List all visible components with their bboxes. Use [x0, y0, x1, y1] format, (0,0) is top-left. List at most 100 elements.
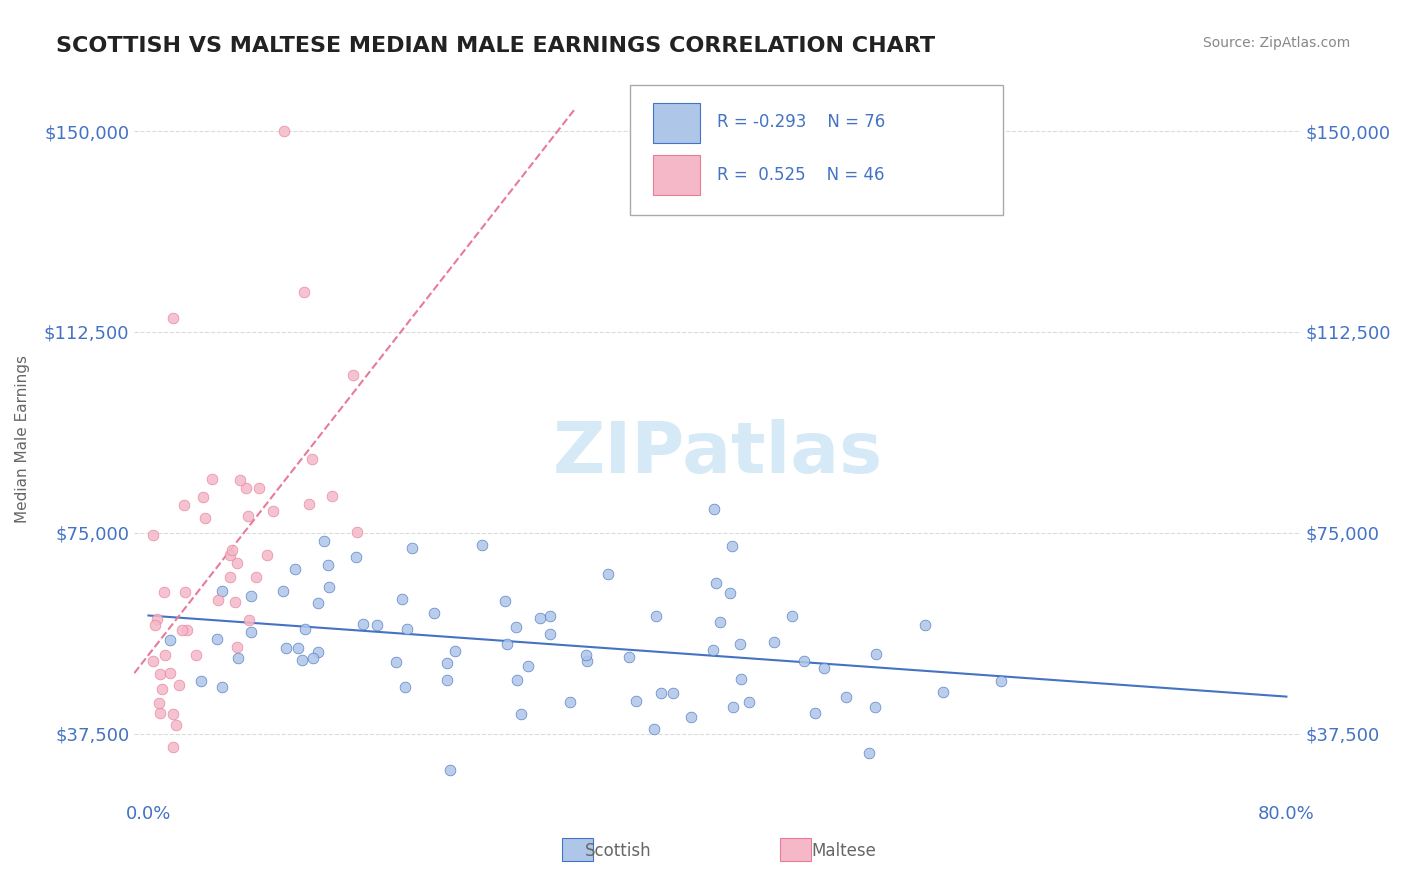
- Point: [865, 647, 887, 661]
- Point: [221, 542, 243, 557]
- Point: [540, 608, 562, 623]
- Point: [723, 700, 745, 714]
- Point: [162, 311, 184, 326]
- Point: [211, 583, 233, 598]
- Point: [228, 650, 250, 665]
- Text: Source: ZipAtlas.com: Source: ZipAtlas.com: [1202, 36, 1350, 50]
- Point: [702, 643, 724, 657]
- Point: [738, 695, 761, 709]
- Point: [274, 641, 297, 656]
- Point: [793, 654, 815, 668]
- Point: [211, 680, 233, 694]
- Point: [703, 502, 725, 516]
- Text: ZIPatlas: ZIPatlas: [553, 419, 883, 488]
- Point: [287, 640, 309, 655]
- Point: [219, 570, 242, 584]
- Point: [763, 635, 786, 649]
- Point: [316, 558, 339, 572]
- Point: [436, 656, 458, 670]
- Point: [297, 498, 319, 512]
- Point: [385, 655, 408, 669]
- Point: [153, 648, 176, 662]
- Point: [505, 619, 527, 633]
- Point: [238, 613, 260, 627]
- Point: [245, 570, 267, 584]
- Point: [624, 694, 647, 708]
- Text: SCOTTISH VS MALTESE MEDIAN MALE EARNINGS CORRELATION CHART: SCOTTISH VS MALTESE MEDIAN MALE EARNINGS…: [56, 36, 935, 55]
- Point: [240, 624, 263, 639]
- Point: [229, 473, 252, 487]
- Point: [401, 541, 423, 555]
- Point: [292, 285, 315, 299]
- Point: [262, 504, 284, 518]
- Point: [159, 633, 181, 648]
- Point: [681, 710, 703, 724]
- Point: [291, 653, 314, 667]
- Point: [780, 609, 803, 624]
- Point: [344, 550, 367, 565]
- Point: [194, 511, 217, 525]
- Point: [863, 700, 886, 714]
- Point: [307, 596, 329, 610]
- Point: [186, 648, 208, 662]
- Point: [558, 694, 581, 708]
- Point: [176, 624, 198, 638]
- Point: [225, 640, 247, 654]
- Text: R =  0.525    N = 46: R = 0.525 N = 46: [717, 166, 884, 184]
- Point: [391, 592, 413, 607]
- Point: [167, 678, 190, 692]
- Bar: [654, 103, 700, 143]
- Bar: [562, 838, 593, 861]
- Text: Maltese: Maltese: [811, 842, 876, 860]
- Point: [914, 618, 936, 632]
- Point: [529, 611, 551, 625]
- Point: [394, 680, 416, 694]
- Point: [142, 654, 165, 668]
- Point: [645, 609, 668, 624]
- Bar: [654, 155, 700, 194]
- Point: [162, 740, 184, 755]
- Point: [835, 690, 858, 705]
- Point: [162, 706, 184, 721]
- Point: [516, 658, 538, 673]
- Point: [804, 706, 827, 720]
- Point: [153, 585, 176, 599]
- Point: [728, 637, 751, 651]
- Point: [575, 648, 598, 662]
- Point: [302, 651, 325, 665]
- Point: [165, 718, 187, 732]
- Point: [342, 368, 364, 383]
- Point: [721, 540, 744, 554]
- Point: [284, 562, 307, 576]
- Point: [321, 489, 343, 503]
- Point: [273, 583, 295, 598]
- Point: [709, 615, 731, 629]
- Point: [200, 472, 222, 486]
- Point: [173, 498, 195, 512]
- Point: [225, 556, 247, 570]
- Point: [143, 618, 166, 632]
- Point: [444, 643, 467, 657]
- Text: R = -0.293    N = 76: R = -0.293 N = 76: [717, 113, 886, 131]
- Point: [314, 533, 336, 548]
- Point: [346, 524, 368, 539]
- Point: [510, 707, 533, 722]
- Point: [858, 746, 880, 760]
- Point: [396, 622, 419, 636]
- Point: [142, 528, 165, 542]
- Point: [650, 686, 672, 700]
- Point: [990, 674, 1012, 689]
- Point: [538, 626, 561, 640]
- Point: [575, 655, 598, 669]
- Point: [423, 606, 446, 620]
- Point: [661, 686, 683, 700]
- FancyBboxPatch shape: [630, 85, 1004, 215]
- Y-axis label: Median Male Earnings: Median Male Earnings: [15, 355, 30, 523]
- Point: [247, 482, 270, 496]
- Point: [294, 622, 316, 636]
- Point: [172, 623, 194, 637]
- Point: [505, 673, 527, 688]
- Point: [240, 589, 263, 603]
- Point: [436, 673, 458, 687]
- Point: [146, 612, 169, 626]
